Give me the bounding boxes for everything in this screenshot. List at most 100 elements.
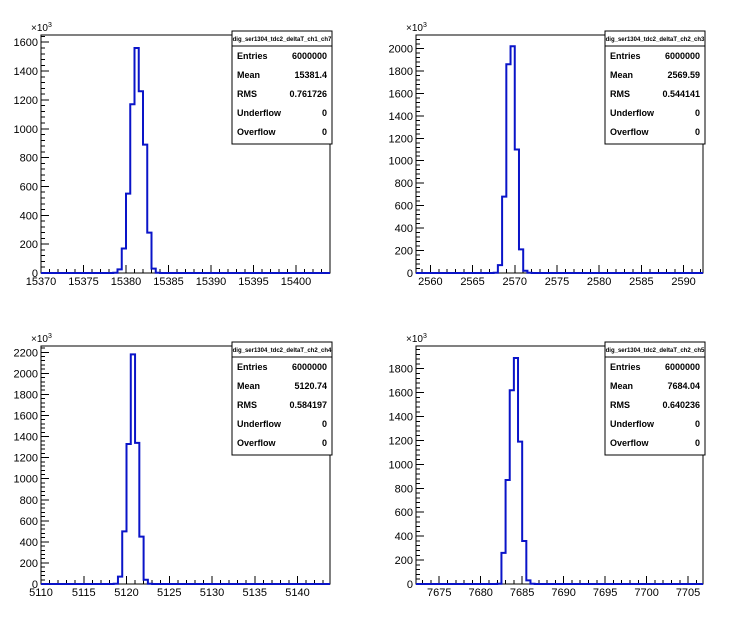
stats-value: 0.584197 <box>289 400 327 410</box>
x-tick-label: 7695 <box>593 587 617 599</box>
x-tick-label: 15370 <box>26 276 57 288</box>
stats-value: 0.761726 <box>289 89 327 99</box>
stats-value: 6000000 <box>665 51 700 61</box>
stats-box-border <box>231 30 333 145</box>
stats-value: 15381.4 <box>294 70 327 80</box>
histogram-title: dig_ser1304_tdc2_deltaT_ch2_ch5 <box>606 348 705 354</box>
y-tick-label: 600 <box>395 201 413 213</box>
y-tick-label: 1600 <box>14 37 38 49</box>
y-tick-label: 1400 <box>14 66 38 78</box>
y-exponent-label: ×103 <box>406 22 427 34</box>
histogram-title: dig_ser1304_tdc2_deltaT_ch1_ch7 <box>233 37 332 43</box>
y-tick-label: 1400 <box>14 432 38 444</box>
stats-value: 0 <box>695 438 700 448</box>
x-tick-label: 7690 <box>551 587 575 599</box>
x-tick-label: 7705 <box>676 587 700 599</box>
x-tick-label: 15380 <box>111 276 142 288</box>
x-tick-label: 7675 <box>427 587 451 599</box>
stats-value: 0 <box>695 127 700 137</box>
y-tick-label: 1600 <box>389 388 413 400</box>
y-tick-label: 1000 <box>14 474 38 486</box>
stats-label: Underflow <box>237 108 282 118</box>
histogram-panel-3: 5110 5115 5120 5125 5130 5135 5140 0 200 400 600 80… <box>14 333 333 599</box>
x-tick-label: 15400 <box>281 276 312 288</box>
y-tick-label: 1800 <box>389 364 413 376</box>
x-tick-label: 5140 <box>285 587 309 599</box>
x-tick-label: 15375 <box>68 276 99 288</box>
stats-value: 5120.74 <box>294 381 327 391</box>
stats-box: dig_ser1304_tdc2_deltaT_ch1_ch7 Entries 60… <box>231 30 333 145</box>
y-tick-label: 2000 <box>14 368 38 380</box>
y-tick-label: 1800 <box>389 66 413 78</box>
stats-label: Mean <box>610 381 633 391</box>
y-tick-label: 2000 <box>389 43 413 55</box>
y-tick-label: 2200 <box>14 347 38 359</box>
stats-label: Entries <box>237 362 268 372</box>
x-tick-label: 7685 <box>510 587 534 599</box>
stats-value: 7684.04 <box>667 381 700 391</box>
y-tick-label: 200 <box>20 239 38 251</box>
y-tick-label: 1400 <box>389 111 413 123</box>
histogram-panel-2: 2560 2565 2570 2575 2580 2585 2590 0 200 400 600 80… <box>389 22 706 288</box>
x-tick-label: 15390 <box>196 276 227 288</box>
stats-value: 0 <box>695 108 700 118</box>
x-tick-label: 2585 <box>629 276 653 288</box>
y-tick-label: 1800 <box>14 389 38 401</box>
y-tick-label: 600 <box>20 181 38 193</box>
y-tick-label: 200 <box>395 246 413 258</box>
x-tick-label: 5130 <box>200 587 224 599</box>
x-tick-label: 5115 <box>72 587 96 599</box>
stats-value: 0 <box>322 438 327 448</box>
histogram-line <box>416 356 703 585</box>
y-tick-label: 1200 <box>14 95 38 107</box>
y-tick-label: 200 <box>395 555 413 567</box>
x-tick-label: 5120 <box>114 587 138 599</box>
y-tick-label: 1200 <box>389 435 413 447</box>
histogram-line <box>416 45 703 274</box>
x-tick-label: 15385 <box>153 276 184 288</box>
stats-value: 0 <box>322 419 327 429</box>
stats-label: Underflow <box>610 419 655 429</box>
stats-value: 0 <box>322 108 327 118</box>
stats-label: Overflow <box>237 127 277 137</box>
stats-label: RMS <box>237 89 257 99</box>
y-tick-label: 0 <box>407 268 413 280</box>
y-tick-label: 400 <box>395 531 413 543</box>
histogram-title: dig_ser1304_tdc2_deltaT_ch2_ch3 <box>606 37 705 43</box>
y-tick-label: 400 <box>20 210 38 222</box>
y-tick-label: 400 <box>395 223 413 235</box>
y-exponent-label: ×103 <box>31 333 52 345</box>
y-tick-label: 800 <box>395 178 413 190</box>
stats-label: Entries <box>610 362 641 372</box>
y-exponent-label: ×103 <box>31 22 52 34</box>
y-tick-label: 1200 <box>389 133 413 145</box>
histogram-title: dig_ser1304_tdc2_deltaT_ch2_ch4 <box>233 348 332 354</box>
stats-value: 0.544141 <box>662 89 700 99</box>
x-tick-label: 2590 <box>671 276 695 288</box>
stats-value: 2569.59 <box>667 70 700 80</box>
y-tick-label: 600 <box>20 516 38 528</box>
stats-box-border <box>604 30 706 145</box>
stats-label: Entries <box>237 51 268 61</box>
stats-box-border <box>604 341 706 456</box>
stats-label: Mean <box>610 70 633 80</box>
stats-box: dig_ser1304_tdc2_deltaT_ch2_ch4 Entries 60… <box>231 341 333 456</box>
stats-label: Entries <box>610 51 641 61</box>
stats-label: RMS <box>237 400 257 410</box>
stats-label: Underflow <box>237 419 282 429</box>
x-tick-label: 2560 <box>418 276 442 288</box>
stats-box: dig_ser1304_tdc2_deltaT_ch2_ch3 Entries 60… <box>604 30 706 145</box>
histogram-panel-1: 15370 15375 15380 15385 15390 15395 15400 0 200 4… <box>14 22 333 288</box>
y-tick-label: 200 <box>20 558 38 570</box>
stats-label: RMS <box>610 89 630 99</box>
stats-label: Mean <box>237 381 260 391</box>
stats-value: 0 <box>695 419 700 429</box>
y-tick-label: 0 <box>407 579 413 591</box>
stats-box: dig_ser1304_tdc2_deltaT_ch2_ch5 Entries 60… <box>604 341 706 456</box>
y-tick-label: 400 <box>20 537 38 549</box>
stats-label: Overflow <box>610 127 650 137</box>
stats-label: RMS <box>610 400 630 410</box>
x-tick-label: 2575 <box>545 276 569 288</box>
y-tick-label: 1200 <box>14 453 38 465</box>
y-tick-label: 800 <box>20 495 38 507</box>
